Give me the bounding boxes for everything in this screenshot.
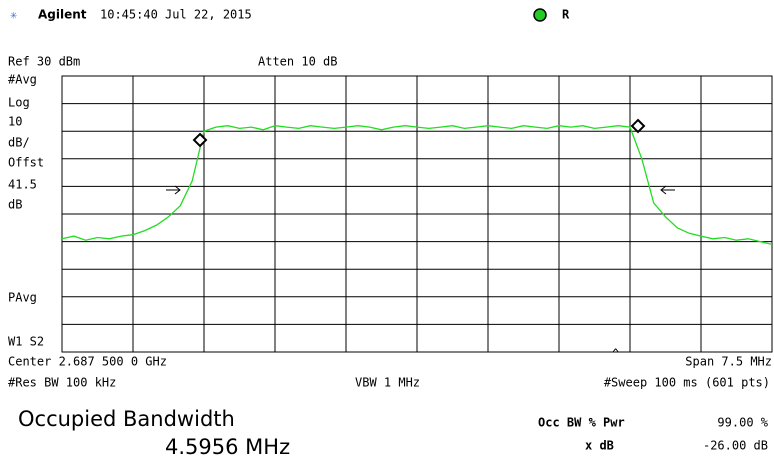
side-label: Log (8, 96, 30, 110)
ref-level: Ref 30 dBm (8, 55, 80, 69)
side-label: dB (8, 198, 22, 212)
logo: ✳ (10, 8, 17, 22)
bw-arrow (660, 185, 675, 195)
grid (62, 76, 772, 352)
xdb-label: x dB (585, 439, 614, 453)
span: Span 7.5 MHz (685, 355, 772, 369)
xdb-value: -26.00 dB (703, 439, 768, 453)
vbw: VBW 1 MHz (355, 376, 420, 390)
center: Center 2.687 500 0 GHz (8, 355, 167, 369)
side-labels: #Avg Log 10 dB/Offst 41.5 dB (8, 73, 44, 212)
side-label: Offst (8, 156, 44, 170)
result-value: 4.5956 MHz (165, 435, 290, 459)
res-bw: #Res BW 100 kHz (8, 376, 116, 390)
sweep: #Sweep 100 ms (601 pts) (604, 376, 770, 390)
trace (61, 125, 773, 246)
status-light (533, 8, 547, 22)
status: R (562, 8, 570, 22)
bw-arrow (166, 185, 181, 195)
result-title: Occupied Bandwidth (18, 407, 235, 431)
atten: Atten 10 dB (258, 55, 337, 69)
side-label: 41.5 (8, 178, 37, 192)
timestamp: 10:45:40 Jul 22, 2015 (100, 8, 252, 22)
side-label: #Avg (8, 73, 37, 87)
pavg: PAvg (8, 291, 37, 305)
pwr-label: Occ BW % Pwr (538, 416, 625, 430)
caret: ^ (612, 347, 619, 361)
side-label: 10 (8, 115, 22, 129)
side-label: dB/ (8, 136, 30, 150)
w1s2: W1 S2 (8, 335, 44, 349)
marker (630, 118, 646, 134)
trace-layer (61, 125, 773, 246)
pwr-value: 99.00 % (717, 416, 768, 430)
brand: Agilent (38, 8, 87, 22)
marker (192, 132, 208, 148)
